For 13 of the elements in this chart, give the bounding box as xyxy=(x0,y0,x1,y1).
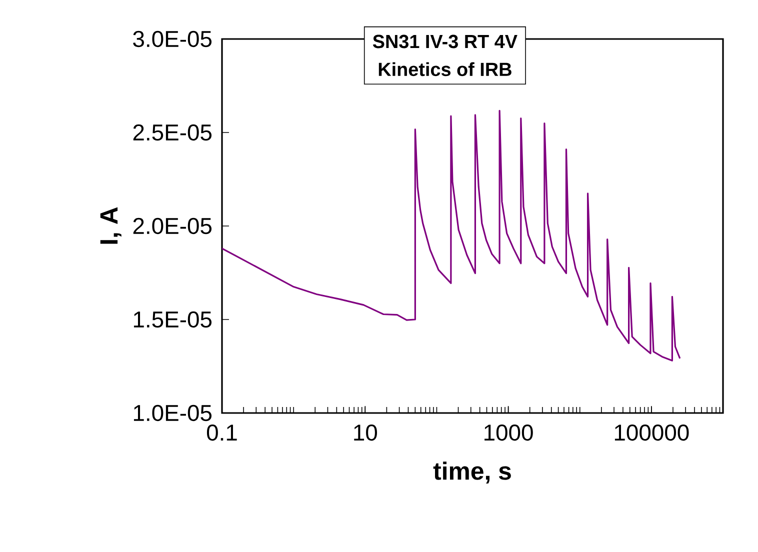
y-tick-label: 1.0E-05 xyxy=(134,404,212,422)
y-tick-label: 2.0E-05 xyxy=(133,218,212,234)
y-tick-label: 3.0E-05 xyxy=(133,30,212,48)
chart-title: SN31 IV-3 RT 4V xyxy=(372,34,518,48)
x-tick-label: 1000 xyxy=(484,424,533,441)
y-tick-label: 2.5E-05 xyxy=(133,124,212,141)
x-tick-label: 10 xyxy=(354,424,377,441)
y-axis-title: I, A xyxy=(100,207,122,244)
text: Kinetics of IRB xyxy=(378,62,512,76)
y-tick-label: 1.5E-05 xyxy=(134,311,212,328)
x-tick-label: 100000 xyxy=(614,424,689,441)
x-tick-label: 0.1 xyxy=(206,424,237,441)
x-axis-title: time, s xyxy=(433,462,511,484)
